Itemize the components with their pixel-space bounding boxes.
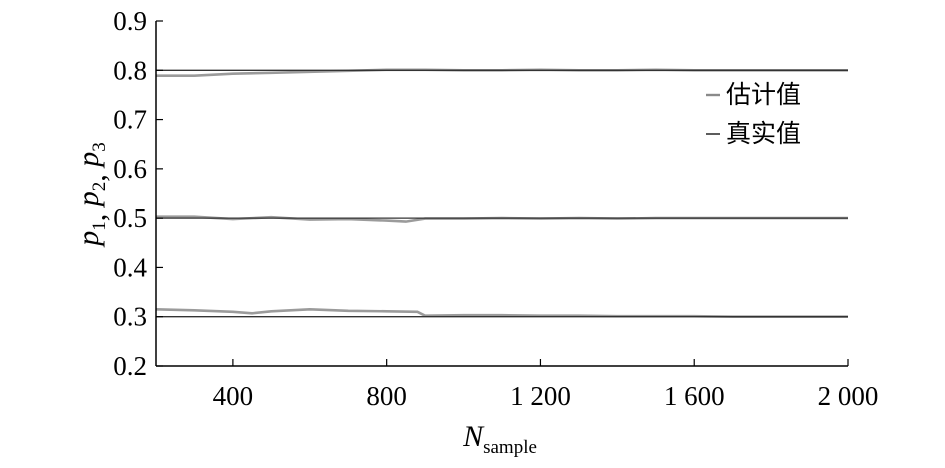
- y-axis-title: p1, p2, p3: [72, 142, 112, 248]
- y-tick-label: 0.4: [113, 252, 147, 282]
- x-tick-label: 1 200: [510, 381, 571, 411]
- x-tick-label: 800: [366, 381, 407, 411]
- y-tick-label: 0.3: [113, 302, 147, 332]
- plot-area: [155, 68, 848, 319]
- y-tick-label: 0.2: [113, 351, 147, 381]
- y-tick-label: 0.6: [113, 154, 147, 184]
- y-tick-label: 0.5: [113, 203, 147, 233]
- x-tick-label: 2 000: [818, 381, 879, 411]
- x-axis-title: Nsample: [462, 420, 537, 458]
- legend-estimate-label: 估计值: [726, 80, 801, 109]
- y-tick-label: 0.9: [113, 6, 147, 36]
- axes: 0.2 0.3 0.4 0.5 0.6 0.7 0.8 0.9 400 800 1 200 1 600…: [113, 6, 878, 411]
- x-tick-label: 400: [213, 381, 254, 411]
- estimate-line-p2: [156, 215, 848, 223]
- x-tick-label: 1 600: [664, 381, 725, 411]
- legend-true-label: 真实值: [726, 119, 801, 148]
- axis-titles: Nsample p1, p2, p3: [72, 142, 537, 458]
- estimate-line-p3: [155, 307, 848, 319]
- y-tick-label: 0.7: [113, 105, 147, 135]
- y-tick-label: 0.8: [113, 55, 147, 85]
